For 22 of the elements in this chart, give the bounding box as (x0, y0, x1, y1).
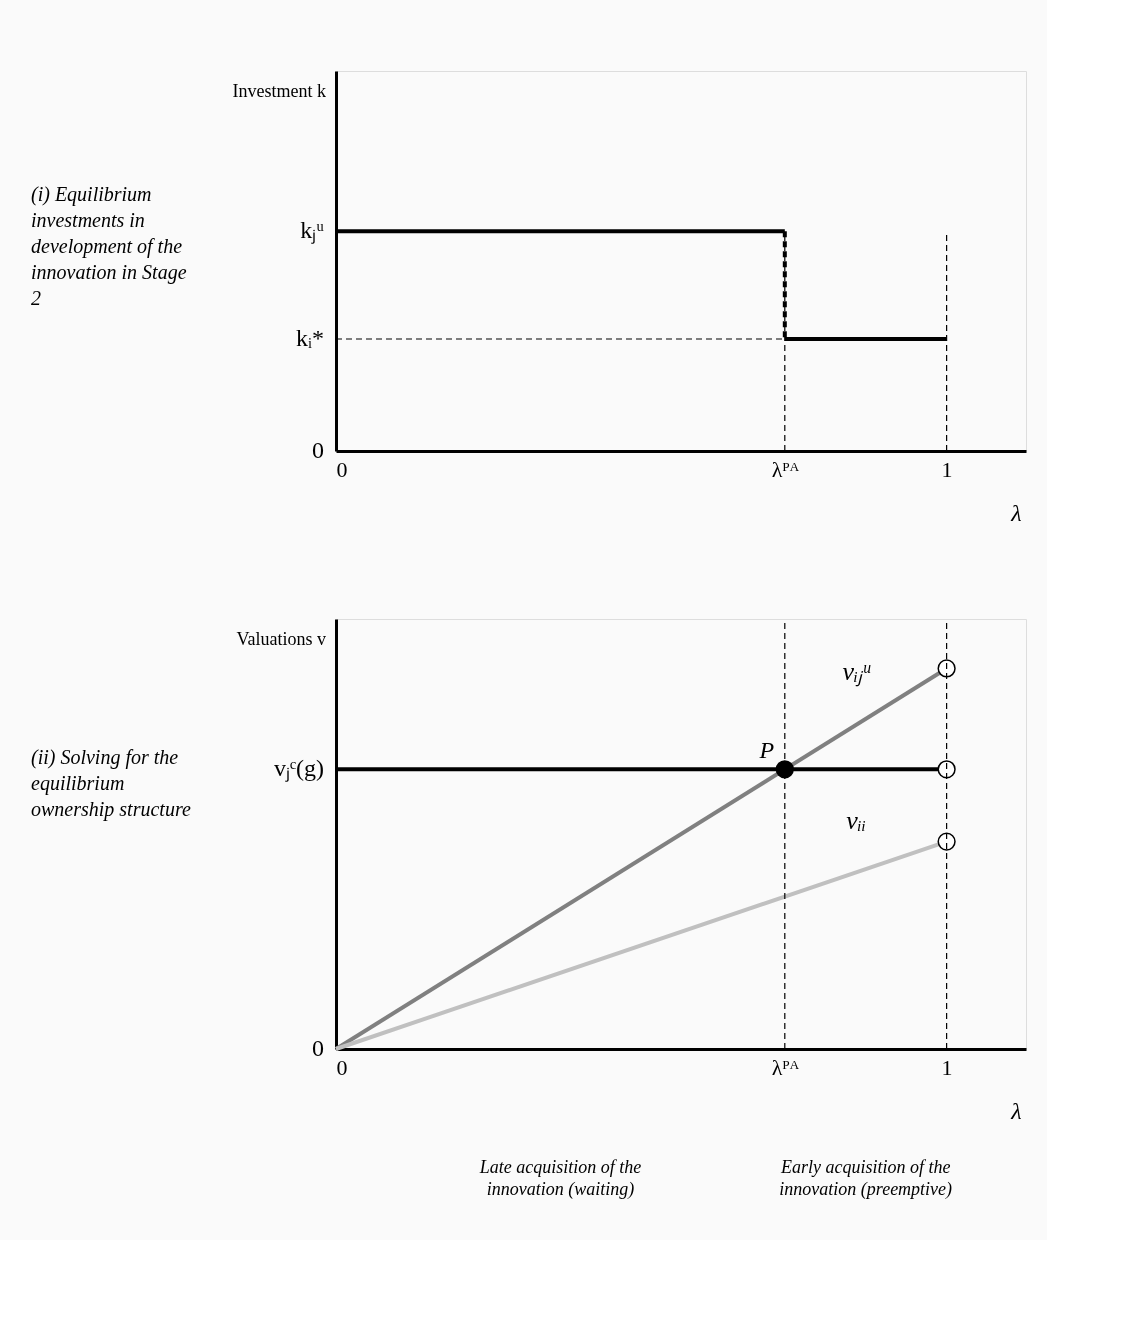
text: (i) Equilibrium investments in development of the innovation in Stage 2 (31, 183, 187, 309)
series-label: vᵢᵢ (846, 805, 867, 835)
y-axis-title: Valuations v (236, 629, 326, 649)
series-label: kⱼᵘ (300, 217, 325, 245)
x-axis-title: λ (1010, 499, 1022, 526)
x-tick-label: 1 (941, 456, 953, 482)
x-tick-label: λᴾᴬ (771, 1054, 800, 1080)
x-tick-label: 0 (336, 1054, 348, 1080)
text: Late acquisition of the innovation (waiting) (478, 1157, 642, 1200)
series-label: vⱼᶜ(g) (273, 755, 324, 783)
x-tick-label: 0 (336, 456, 348, 482)
x-tick-label: λᴾᴬ (771, 456, 800, 482)
x-axis-title: λ (1010, 1097, 1022, 1124)
annotation: P (758, 737, 775, 764)
y-axis-title: Investment k (232, 81, 326, 101)
x-tick-label: 1 (941, 1054, 953, 1080)
text: 0 (312, 1035, 324, 1061)
text: Early acquisition of the innovation (preemptive) (779, 1157, 953, 1200)
ref-line-label: kᵢ* (296, 324, 324, 351)
text: 0 (312, 437, 324, 463)
series-label: vᵢⱼᵘ (842, 656, 872, 687)
text: (ii) Solving for the equilibrium ownership structure (31, 746, 191, 821)
